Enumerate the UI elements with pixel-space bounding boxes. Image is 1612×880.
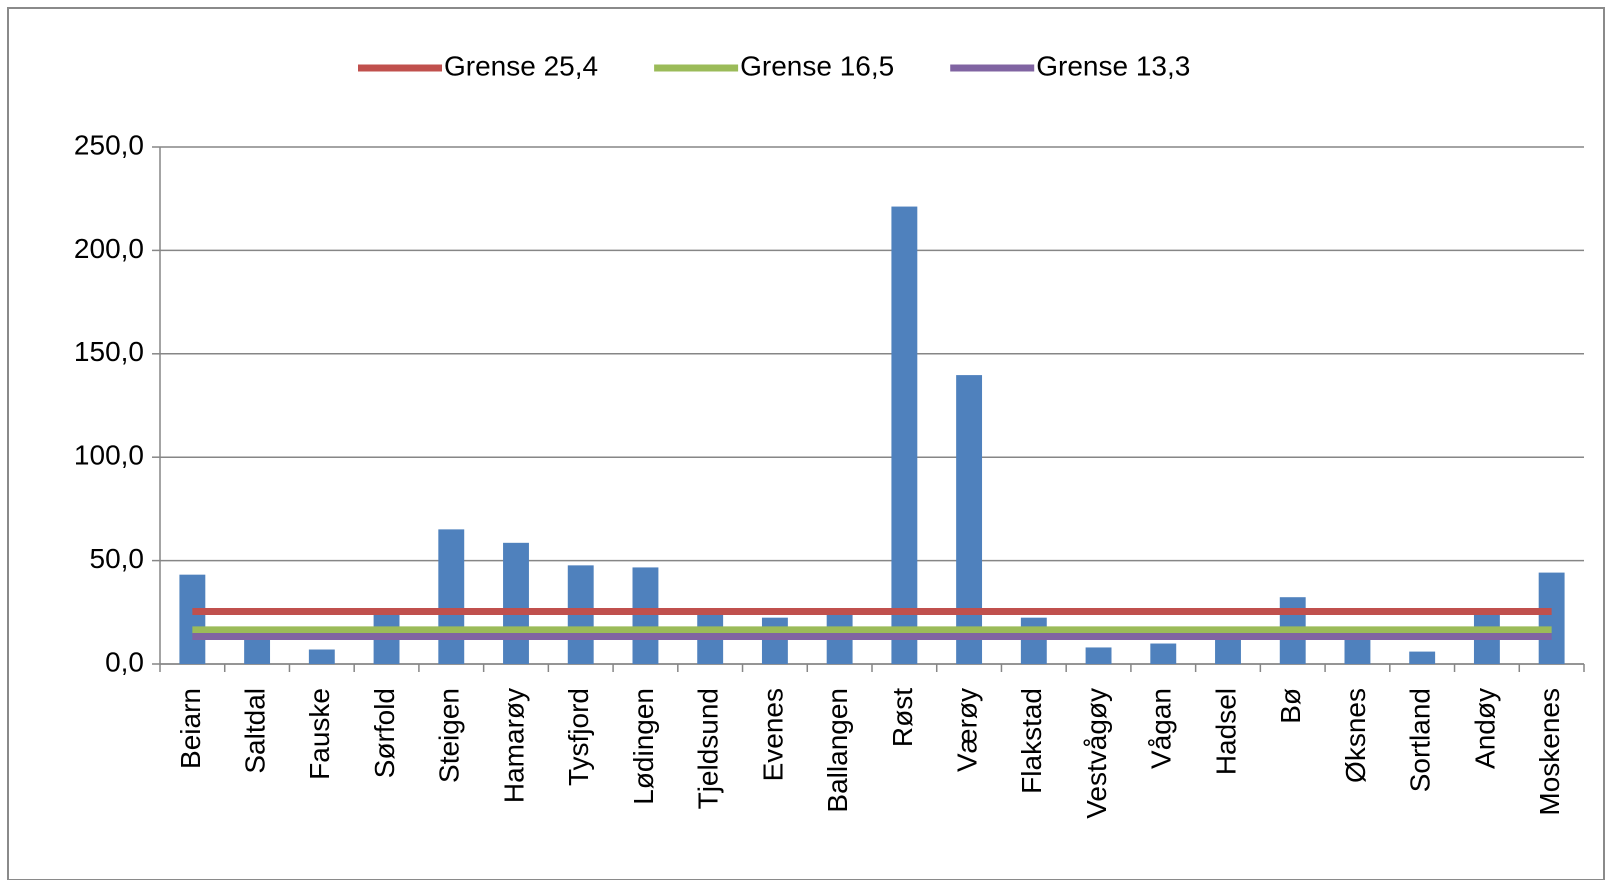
x-tick-label: Andøy xyxy=(1469,688,1500,769)
bar xyxy=(1538,572,1565,664)
bar xyxy=(438,529,465,664)
legend-label: Grense 13,3 xyxy=(1036,50,1190,81)
bar xyxy=(1085,647,1112,664)
bar xyxy=(179,574,206,664)
x-tick-label: Lødingen xyxy=(628,688,659,805)
x-tick-label: Fauske xyxy=(304,688,335,780)
x-tick-label: Værøy xyxy=(951,688,982,772)
bar xyxy=(1020,617,1047,664)
x-tick-label: Vestvågøy xyxy=(1081,688,1112,819)
bar xyxy=(503,542,529,664)
x-tick-label: Hamarøy xyxy=(498,688,529,803)
y-tick-label: 50,0 xyxy=(90,543,145,574)
bar xyxy=(1409,651,1436,664)
x-tick-label: Øksnes xyxy=(1340,688,1371,783)
x-tick-label: Evenes xyxy=(757,688,788,781)
legend-label: Grense 16,5 xyxy=(740,50,894,81)
x-tick-label: Tjeldsund xyxy=(693,688,724,809)
x-tick-label: Flakstad xyxy=(1016,688,1047,794)
y-tick-label: 100,0 xyxy=(74,440,144,471)
bar xyxy=(891,206,918,664)
x-tick-label: Bø xyxy=(1275,688,1306,724)
y-tick-label: 250,0 xyxy=(74,129,144,160)
x-tick-label: Ballangen xyxy=(822,688,853,813)
x-tick-label: Vågan xyxy=(1146,688,1177,769)
x-tick-label: Røst xyxy=(887,688,918,747)
x-tick-label: Beiarn xyxy=(175,688,206,769)
x-tick-label: Sortland xyxy=(1405,688,1436,792)
bar xyxy=(632,567,659,664)
y-tick-label: 200,0 xyxy=(74,233,144,264)
legend-label: Grense 25,4 xyxy=(444,50,598,81)
x-tick-label: Hadsel xyxy=(1210,688,1241,775)
chart-border xyxy=(7,7,1605,880)
x-tick-label: Moskenes xyxy=(1534,688,1565,816)
bar xyxy=(1150,643,1177,664)
y-tick-label: 0,0 xyxy=(105,646,144,677)
bar xyxy=(761,617,788,664)
x-tick-label: Tysfjord xyxy=(563,688,594,786)
x-tick-label: Sørfold xyxy=(369,688,400,778)
y-tick-label: 150,0 xyxy=(74,336,144,367)
x-tick-label: Steigen xyxy=(434,688,465,783)
bar xyxy=(308,649,335,664)
x-tick-label: Saltdal xyxy=(239,688,270,774)
bar xyxy=(956,375,983,664)
